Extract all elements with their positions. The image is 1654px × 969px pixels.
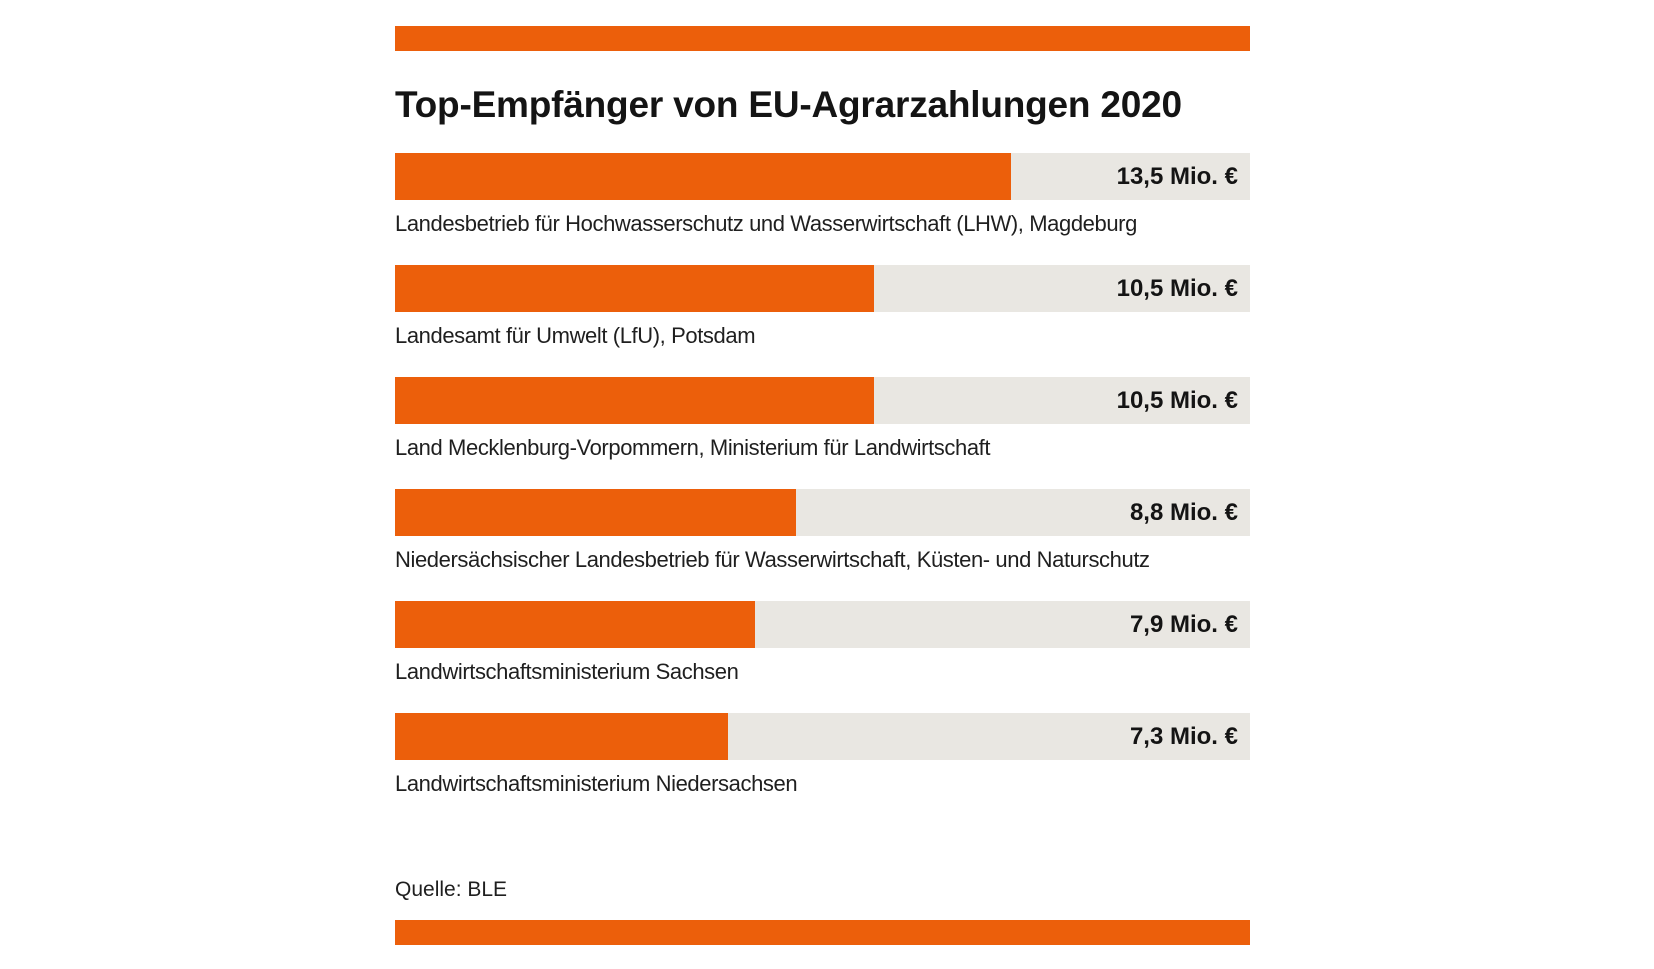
bar-track: 10,5 Mio. €: [395, 265, 1250, 312]
bar-category-label: Land Mecklenburg-Vorpommern, Ministerium…: [395, 435, 991, 460]
bar-row: 7,3 Mio. € Landwirtschaftsministerium Nie…: [395, 713, 1250, 809]
bar-category-label: Landwirtschaftsministerium Niedersachsen: [395, 771, 798, 796]
bar: [395, 601, 755, 648]
top-accent-rule: [395, 26, 1250, 51]
bar-track: 7,3 Mio. €: [395, 713, 1250, 760]
bar-track: 13,5 Mio. €: [395, 153, 1250, 200]
bar-value-label: 7,3 Mio. €: [1129, 723, 1238, 750]
bar-value-label: 7,9 Mio. €: [1129, 611, 1238, 638]
bar-category-label: Landesamt für Umwelt (LfU), Potsdam: [395, 323, 756, 348]
bar-value-label: 8,8 Mio. €: [1129, 499, 1238, 526]
bar-row: 10,5 Mio. € Landesamt für Umwelt (LfU), P…: [395, 265, 1250, 361]
bar-row: 8,8 Mio. € Niedersächsischer Landesbetrie…: [395, 489, 1250, 585]
bar-category-label: Landwirtschaftsministerium Sachsen: [395, 659, 739, 684]
bar-category-label: Niedersächsischer Landesbetrieb für Wass…: [395, 547, 1150, 572]
bar-track: 7,9 Mio. €: [395, 601, 1250, 648]
bottom-accent-rule: [395, 920, 1250, 945]
source-note: Quelle: BLE: [395, 878, 508, 901]
bar-row: 13,5 Mio. € Landesbetrieb für Hochwassers…: [395, 153, 1250, 249]
bar: [395, 489, 796, 536]
chart-title: Top-Empfänger von EU-Agrarzahlungen 2020: [395, 84, 1182, 125]
bar: [395, 713, 728, 760]
bar-track: 10,5 Mio. €: [395, 377, 1250, 424]
bar-value-label: 10,5 Mio. €: [1116, 275, 1238, 302]
bar-track: 8,8 Mio. €: [395, 489, 1250, 536]
bar-row: 10,5 Mio. € Land Mecklenburg-Vorpommern, …: [395, 377, 1250, 473]
bar: [395, 153, 1011, 200]
bar-value-label: 10,5 Mio. €: [1116, 387, 1238, 414]
bar: [395, 265, 874, 312]
bar: [395, 377, 874, 424]
bar-category-label: Landesbetrieb für Hochwasserschutz und W…: [395, 211, 1137, 236]
bar-value-label: 13,5 Mio. €: [1116, 163, 1238, 190]
bar-row: 7,9 Mio. € Landwirtschaftsministerium Sac…: [395, 601, 1250, 697]
